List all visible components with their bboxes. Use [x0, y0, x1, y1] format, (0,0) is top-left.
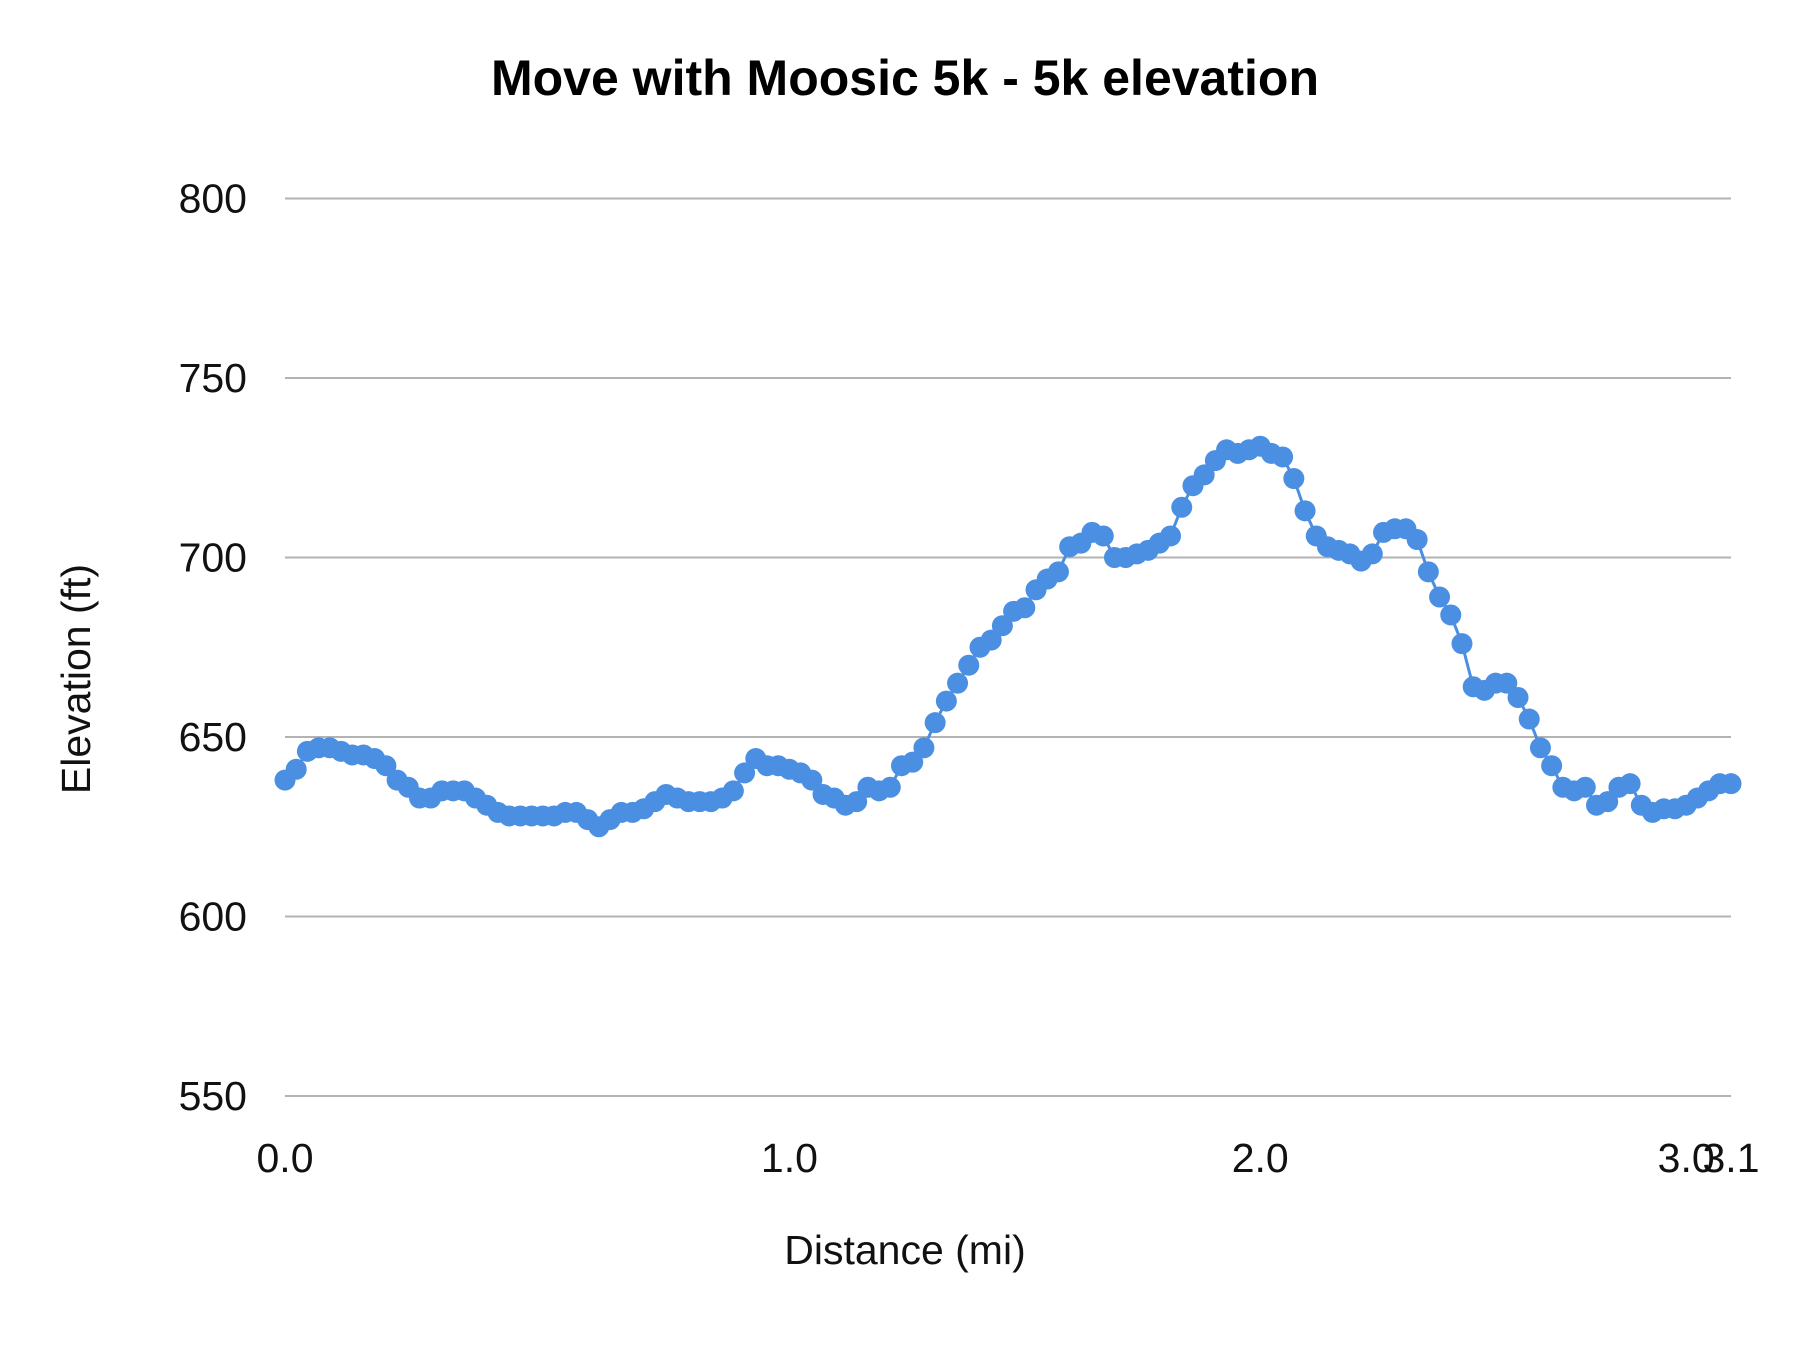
data-point	[1597, 791, 1619, 813]
data-point	[1014, 597, 1036, 619]
data-point	[1406, 529, 1428, 551]
data-point	[722, 780, 744, 802]
data-point	[285, 758, 307, 780]
series-line	[283, 444, 1731, 829]
y-tick-label: 750	[179, 355, 247, 401]
data-point	[1417, 561, 1439, 583]
data-point	[1171, 496, 1193, 518]
data-point	[935, 690, 957, 712]
data-point	[947, 672, 969, 694]
x-tick-label: 2.0	[1232, 1135, 1289, 1181]
data-point	[924, 712, 946, 734]
data-point	[1619, 773, 1641, 795]
data-point	[1047, 561, 1069, 583]
data-point	[902, 751, 924, 773]
chart-title: Move with Moosic 5k - 5k elevation	[491, 50, 1319, 106]
data-point	[801, 769, 823, 791]
data-point	[1193, 464, 1215, 486]
data-point	[1496, 672, 1518, 694]
data-point	[1507, 687, 1529, 709]
data-point	[958, 654, 980, 676]
x-tick-label: 3.1	[1703, 1135, 1760, 1181]
data-point	[1092, 525, 1114, 547]
y-tick-label: 600	[179, 894, 247, 940]
data-point	[846, 791, 868, 813]
y-tick-labels: 550 600 650 700 750 800	[179, 176, 247, 1120]
series-elevation	[274, 435, 1742, 838]
data-point	[1720, 773, 1742, 795]
data-point	[1160, 525, 1182, 547]
data-point	[734, 762, 756, 784]
data-point	[1541, 755, 1563, 777]
x-axis-title: Distance (mi)	[784, 1227, 1025, 1273]
data-point	[1529, 737, 1551, 759]
y-tick-label: 700	[179, 535, 247, 581]
data-point	[1283, 468, 1305, 490]
data-point	[991, 615, 1013, 637]
x-tick-label: 1.0	[761, 1135, 818, 1181]
gridlines	[285, 197, 1731, 1097]
data-point	[1440, 604, 1462, 626]
data-point	[1272, 446, 1294, 468]
data-point	[980, 629, 1002, 651]
data-point	[879, 776, 901, 798]
data-point	[1429, 586, 1451, 608]
data-point	[1574, 776, 1596, 798]
x-tick-label: 3.0	[1658, 1135, 1715, 1181]
y-tick-label: 550	[179, 1073, 247, 1119]
x-tick-labels: 0.0 1.0 2.0 3.03.1	[257, 1135, 1760, 1181]
y-tick-label: 800	[179, 176, 247, 222]
data-point	[1451, 633, 1473, 655]
data-point	[913, 737, 935, 759]
data-point	[1294, 500, 1316, 522]
y-tick-label: 650	[179, 714, 247, 760]
y-axis-title: Elevation (ft)	[53, 564, 99, 794]
data-point	[1361, 543, 1383, 565]
x-tick-label: 0.0	[257, 1135, 314, 1181]
data-point	[375, 755, 397, 777]
data-point	[1518, 708, 1540, 730]
